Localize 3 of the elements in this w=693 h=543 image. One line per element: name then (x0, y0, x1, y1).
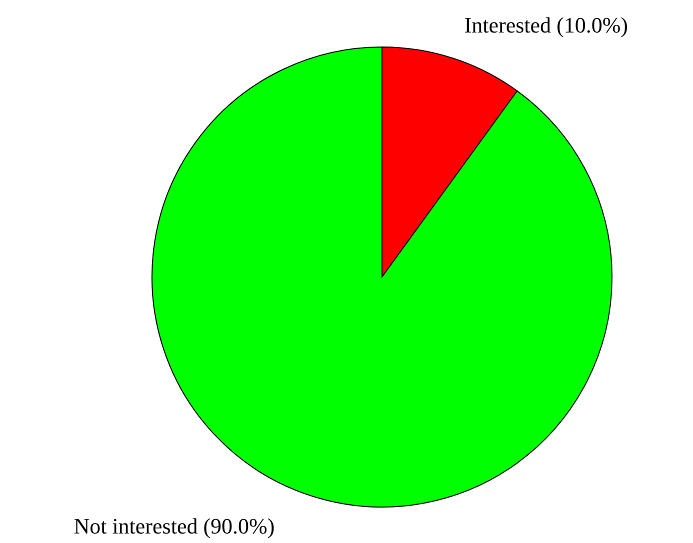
pie-slice (152, 46, 612, 508)
slice-label: Not interested (90.0%) (74, 514, 275, 539)
slice-label: Interested (10.0%) (464, 12, 628, 38)
